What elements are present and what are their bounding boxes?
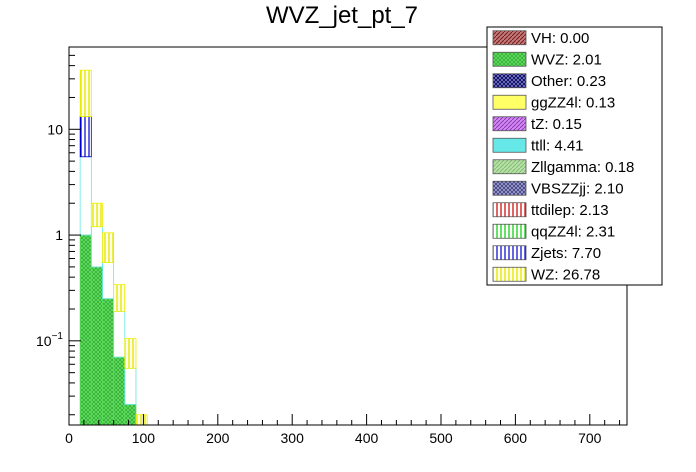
bar-ttll-bin-2	[102, 262, 115, 300]
bar-wvz-bin-3	[113, 356, 126, 426]
y-tick-label: 10−1	[36, 331, 63, 349]
bar-wz-bin-5	[135, 414, 148, 426]
bar-wvz-bin-4	[124, 404, 137, 426]
legend-swatch	[492, 202, 527, 218]
legend-swatch	[492, 180, 527, 196]
legend-label: Zllgamma: 0.18	[531, 159, 634, 176]
x-tick-label: 100	[132, 430, 156, 446]
legend-swatch	[492, 266, 527, 282]
legend-swatch	[492, 30, 527, 46]
legend-label: ttll: 4.41	[531, 137, 584, 154]
legend-swatch	[492, 137, 527, 153]
legend-label: WZ: 26.78	[531, 266, 600, 283]
legend-label: tZ: 0.15	[531, 116, 582, 133]
bar-wvz-bin-2	[102, 298, 115, 426]
legend-label: WVZ: 2.01	[531, 51, 602, 68]
y-tick-label: 1	[55, 227, 63, 243]
bar-ttll-bin-3	[113, 310, 126, 358]
legend-label: VH: 0.00	[531, 30, 589, 47]
bar-wz-bin-4	[124, 338, 137, 369]
legend-swatch	[492, 116, 527, 132]
legend-label: Other: 0.23	[531, 73, 606, 90]
bar-wz-bin-3	[113, 284, 126, 312]
legend-label: qqZZ4l: 2.31	[531, 223, 615, 240]
x-tick-label: 300	[281, 430, 305, 446]
bar-wz-bin-0	[79, 69, 92, 117]
legend-swatch	[492, 73, 527, 89]
x-tick-label: 400	[355, 430, 379, 446]
bar-wvz-bin-1	[90, 266, 103, 426]
legend-label: Zjets: 7.70	[531, 245, 601, 262]
bar-ttll-bin-1	[90, 226, 103, 268]
x-tick-label: 200	[206, 430, 230, 446]
bar-zjets-bin-0	[79, 116, 92, 158]
legend-label: ttdilep: 2.13	[531, 202, 609, 219]
bar-wz-bin-1	[90, 202, 103, 228]
legend-label: ggZZ4l: 0.13	[531, 94, 615, 111]
bar-wvz-bin-0	[79, 234, 92, 426]
chart-title: WVZ_jet_pt_7	[266, 2, 418, 29]
legend-swatch	[492, 245, 527, 261]
x-tick-label: 700	[578, 430, 602, 446]
legend-box	[486, 26, 663, 286]
x-tick-label: 600	[504, 430, 528, 446]
x-tick-label: 0	[65, 430, 73, 446]
x-tick-label: 500	[429, 430, 453, 446]
legend-swatch	[492, 159, 527, 175]
legend-swatch	[492, 94, 527, 110]
legend-swatch	[492, 223, 527, 239]
legend-label: VBSZZjj: 2.10	[531, 180, 624, 197]
y-tick-label: 10	[47, 121, 63, 137]
legend-swatch	[492, 51, 527, 67]
bar-ttll-bin-0	[79, 156, 92, 236]
bar-wz-bin-2	[102, 232, 115, 263]
bar-ttll-bin-4	[124, 367, 137, 405]
